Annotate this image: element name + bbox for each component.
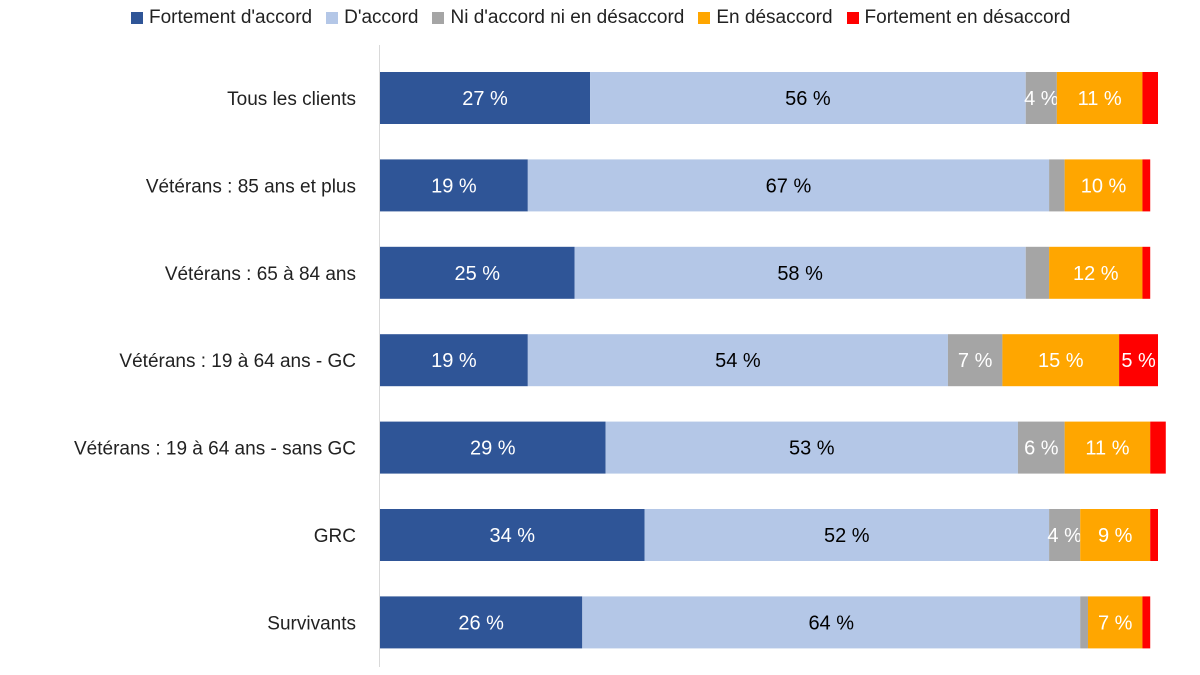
bar-segment (380, 72, 591, 124)
data-label: 11 % (1078, 88, 1122, 110)
data-label: 10 % (1081, 175, 1127, 197)
bar-segment (380, 596, 583, 649)
bar-segment (380, 246, 575, 299)
category-label: Vétérans : 19 à 64 ans - sans GC (74, 439, 356, 460)
legend-item: Ni d'accord ni en désaccord (432, 7, 684, 29)
legend-swatch (698, 12, 711, 24)
data-label: 7 % (958, 350, 993, 372)
legend-label: Fortement d'accord (149, 7, 313, 28)
data-label: 9 % (1098, 525, 1133, 547)
legend-label: D'accord (344, 7, 419, 28)
data-label: 67 % (766, 175, 812, 197)
data-label: 5 % (1121, 350, 1156, 372)
bar-segment (605, 421, 1018, 474)
bar-segment (644, 509, 1050, 561)
data-label: 19 % (431, 350, 477, 372)
bar-segment (1080, 596, 1088, 649)
legend-item: D'accord (326, 7, 418, 29)
data-label: 56 % (785, 88, 831, 110)
data-label: 27 % (462, 88, 508, 110)
data-label: 4 % (1047, 525, 1082, 547)
bar-segment (947, 334, 1003, 387)
data-label: 64 % (808, 612, 854, 634)
bar-segment (1049, 509, 1081, 561)
bar-segment (1087, 596, 1143, 649)
bar-segment (1119, 334, 1158, 387)
bar-segment (380, 421, 606, 474)
data-label: 29 % (470, 438, 516, 460)
legend-swatch (131, 12, 143, 24)
legend-swatch (432, 12, 445, 24)
data-label: 11 % (1085, 438, 1129, 460)
category-label: Tous les clients (227, 89, 356, 110)
data-label: 4 % (1024, 88, 1059, 110)
bar-segment (1142, 72, 1158, 124)
bar-segment (1080, 509, 1151, 561)
bar-segment (1025, 246, 1050, 299)
bar-segment (1049, 159, 1065, 212)
data-label: 54 % (715, 350, 761, 372)
legend-swatch (846, 12, 859, 24)
data-label: 58 % (777, 263, 823, 285)
bar-segment (527, 159, 1050, 212)
bar-segment (380, 509, 645, 561)
legend: Fortement d'accord D'accord Ni d'accord ni… (131, 7, 1085, 29)
bar-segment (1142, 159, 1151, 212)
bar-segment (1150, 509, 1158, 561)
bar-segment (1142, 246, 1151, 299)
category-label: Vétérans : 65 à 84 ans (165, 264, 356, 285)
data-label: 52 % (824, 525, 870, 547)
legend-label: Fortement en désaccord (864, 7, 1071, 28)
bar-segment (527, 334, 948, 387)
category-label: Vétérans : 19 à 64 ans - GC (119, 351, 356, 372)
category-label: GRC (314, 526, 356, 547)
data-label: 26 % (458, 612, 504, 634)
legend-item: Fortement en désaccord (846, 7, 1071, 29)
bar-segment (380, 334, 528, 387)
legend-item: Fortement d'accord (131, 7, 312, 29)
data-label: 25 % (454, 263, 500, 285)
data-label: 12 % (1073, 263, 1119, 285)
bar-segment (582, 596, 1081, 649)
bar-segment (380, 159, 528, 212)
bar-segment (1064, 159, 1143, 212)
category-label: Vétérans : 85 ans et plus (146, 176, 356, 197)
data-label: 15 % (1038, 350, 1084, 372)
legend-label: Ni d'accord ni en désaccord (450, 7, 685, 28)
bar-segment (1017, 421, 1065, 474)
bar-segment (590, 72, 1026, 124)
legend-item: En désaccord (698, 7, 833, 29)
bar-segment (1064, 421, 1151, 474)
data-label: 6 % (1024, 438, 1059, 460)
bar-segment (574, 246, 1026, 299)
legend-label: En désaccord (716, 7, 833, 28)
category-label: Survivants (267, 613, 356, 634)
bar-segment (1002, 334, 1120, 387)
bar-segment (1049, 246, 1143, 299)
data-label: 7 % (1098, 612, 1133, 634)
bar-segment (1025, 72, 1057, 124)
bar-segment (1056, 72, 1143, 124)
legend-swatch (326, 12, 339, 24)
data-label: 34 % (489, 525, 535, 547)
bar-segment (1142, 596, 1151, 649)
data-label: 53 % (789, 438, 835, 460)
data-label: 19 % (431, 175, 477, 197)
bar-segment (1150, 421, 1166, 474)
